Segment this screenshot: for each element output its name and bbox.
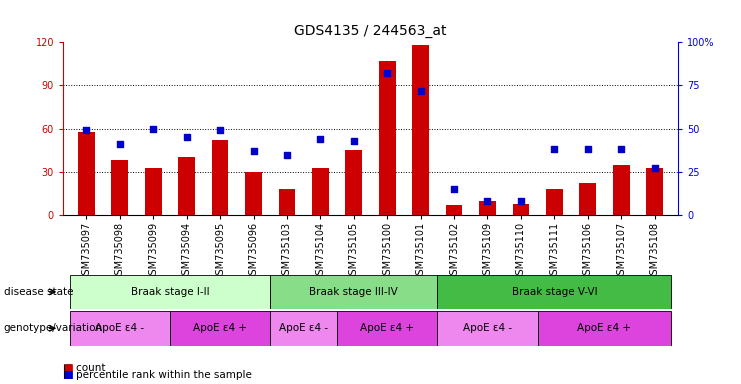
Text: ApoE ε4 +: ApoE ε4 + (360, 323, 414, 333)
Bar (270, 311, 337, 346)
Bar (412, 45, 429, 215)
Text: ApoE ε4 -: ApoE ε4 - (463, 323, 512, 333)
Bar (579, 184, 596, 215)
Bar (345, 150, 362, 215)
Point (482, 198, 494, 204)
Text: Braak stage V-VI: Braak stage V-VI (511, 287, 597, 297)
Point (81, 127, 93, 134)
Text: ApoE ε4 +: ApoE ε4 + (577, 323, 631, 333)
Text: ApoE ε4 -: ApoE ε4 - (96, 323, 144, 333)
Point (382, 70, 393, 76)
Bar (179, 157, 195, 215)
Bar (337, 311, 437, 346)
Point (147, 126, 159, 132)
Bar (379, 61, 396, 215)
Bar (479, 200, 496, 215)
Point (181, 134, 193, 141)
Point (348, 138, 359, 144)
Bar (170, 311, 270, 346)
Bar (70, 311, 170, 346)
Point (448, 186, 460, 192)
Bar (270, 275, 437, 309)
Text: ApoE ε4 -: ApoE ε4 - (279, 323, 328, 333)
Text: Braak stage III-IV: Braak stage III-IV (310, 287, 398, 297)
Text: ■ count: ■ count (63, 363, 105, 373)
Point (314, 136, 326, 142)
Point (114, 141, 126, 147)
Text: Braak stage I-II: Braak stage I-II (130, 287, 209, 297)
Text: genotype/variation: genotype/variation (4, 323, 103, 333)
Title: GDS4135 / 244563_at: GDS4135 / 244563_at (294, 25, 447, 38)
Text: ■ percentile rank within the sample: ■ percentile rank within the sample (63, 370, 252, 380)
Text: ■: ■ (63, 363, 73, 373)
Bar (613, 165, 630, 215)
Bar (70, 275, 270, 309)
Point (615, 146, 627, 152)
Point (247, 148, 259, 154)
Bar (145, 167, 162, 215)
Bar (245, 172, 262, 215)
Bar (212, 140, 228, 215)
Point (214, 127, 226, 134)
Point (515, 198, 527, 204)
Point (548, 146, 560, 152)
Point (582, 146, 594, 152)
Bar (646, 167, 663, 215)
Bar (312, 167, 329, 215)
Bar (437, 311, 538, 346)
Text: disease state: disease state (4, 287, 73, 297)
Bar (513, 204, 529, 215)
Bar (111, 161, 128, 215)
Point (415, 88, 427, 94)
Bar (437, 275, 671, 309)
Bar (445, 205, 462, 215)
Text: ApoE ε4 +: ApoE ε4 + (193, 323, 247, 333)
Text: ■: ■ (63, 370, 73, 380)
Point (648, 165, 660, 171)
Bar (279, 189, 296, 215)
Bar (78, 131, 95, 215)
Bar (538, 311, 671, 346)
Point (281, 152, 293, 158)
Bar (546, 189, 562, 215)
